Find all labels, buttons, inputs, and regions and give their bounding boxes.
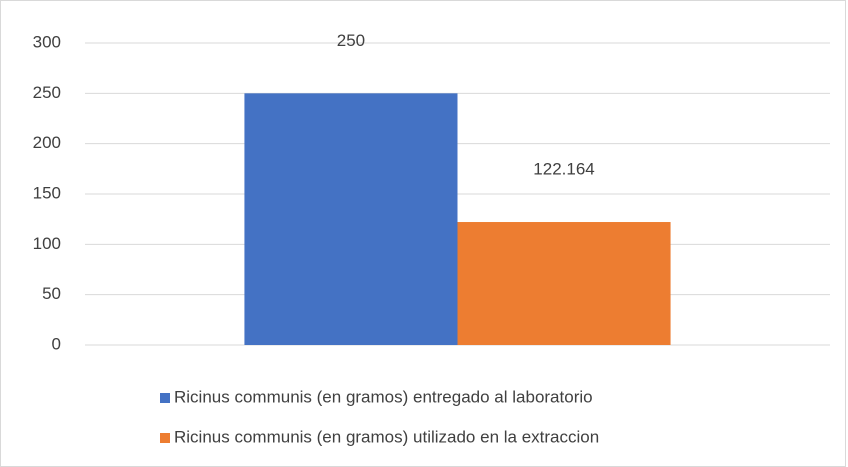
y-tick-label: 50 [42,284,61,303]
bar [457,222,671,345]
legend-label: Ricinus communis (en gramos) entregado a… [174,387,593,406]
legend-label: Ricinus communis (en gramos) utilizado e… [174,427,599,446]
legend-swatch [160,393,170,403]
legend-swatch [160,433,170,443]
y-tick-label: 250 [33,83,61,102]
bar [244,93,458,345]
y-tick-label: 100 [33,234,61,253]
y-tick-label: 200 [33,133,61,152]
y-tick-label: 150 [33,183,61,202]
y-tick-label: 300 [33,32,61,51]
y-tick-label: 0 [52,334,61,353]
data-label: 250 [337,31,365,50]
data-label: 122.164 [533,160,594,179]
